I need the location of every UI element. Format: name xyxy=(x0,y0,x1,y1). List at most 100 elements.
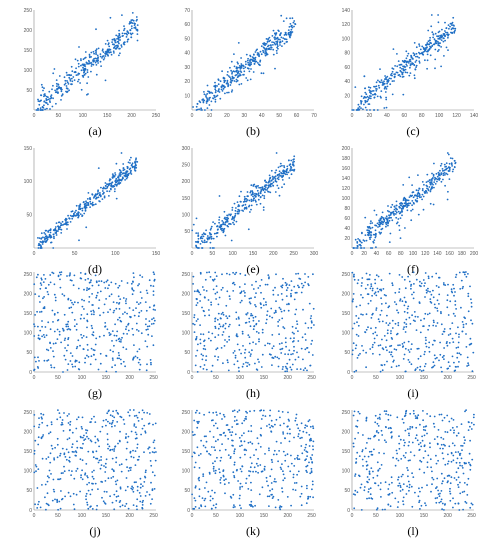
data-point xyxy=(143,451,145,454)
data-point xyxy=(312,448,314,451)
data-point xyxy=(81,469,83,472)
data-point xyxy=(218,91,221,93)
data-point xyxy=(199,453,202,455)
data-point xyxy=(102,192,105,195)
data-point xyxy=(437,50,439,53)
data-point xyxy=(33,452,36,455)
data-point xyxy=(243,200,246,203)
data-point xyxy=(421,189,424,192)
data-point xyxy=(52,72,55,75)
data-point xyxy=(250,353,252,355)
data-point xyxy=(262,304,265,307)
data-point xyxy=(120,416,123,419)
data-point xyxy=(421,486,423,489)
data-point xyxy=(452,459,455,462)
data-point xyxy=(115,370,117,373)
data-point xyxy=(248,470,250,472)
data-point xyxy=(127,161,130,164)
data-point xyxy=(392,360,395,363)
y-tick-label: 50 xyxy=(184,488,190,494)
data-point xyxy=(94,61,97,64)
data-point xyxy=(41,243,44,245)
data-point xyxy=(252,341,254,344)
data-point xyxy=(294,313,297,316)
data-point xyxy=(361,345,363,347)
data-point xyxy=(411,472,413,475)
data-point xyxy=(258,194,260,197)
x-tick-label: 0 xyxy=(33,513,36,519)
data-point xyxy=(425,184,428,187)
data-point xyxy=(65,325,68,328)
data-point xyxy=(218,468,220,470)
data-point xyxy=(365,272,368,275)
data-point xyxy=(452,419,455,421)
data-point xyxy=(201,497,204,499)
data-point xyxy=(203,239,206,242)
data-point xyxy=(101,57,103,59)
data-point xyxy=(274,191,277,193)
data-point xyxy=(413,283,415,285)
x-tick-label: 50 xyxy=(55,513,61,519)
data-point xyxy=(249,55,252,58)
data-point xyxy=(151,335,153,337)
data-point xyxy=(126,441,129,444)
data-point xyxy=(427,277,430,280)
data-point xyxy=(441,508,443,511)
data-point xyxy=(95,508,98,511)
data-point xyxy=(297,330,299,332)
y-tick-label: 150 xyxy=(24,311,33,317)
data-point xyxy=(243,432,245,434)
data-point xyxy=(68,274,71,277)
data-point xyxy=(267,484,269,487)
data-point xyxy=(381,211,384,214)
data-point xyxy=(375,235,377,237)
data-point xyxy=(233,420,236,422)
data-point xyxy=(389,74,392,76)
x-tick-label: 0 xyxy=(191,251,194,257)
data-point xyxy=(81,74,84,77)
data-point xyxy=(399,202,401,205)
y-tick-label: 300 xyxy=(182,146,191,152)
data-point xyxy=(270,425,273,427)
data-point xyxy=(417,192,420,194)
data-point xyxy=(43,95,45,98)
data-point xyxy=(60,271,63,273)
data-point xyxy=(437,21,440,24)
data-point xyxy=(296,351,298,354)
data-point xyxy=(249,191,252,194)
data-point xyxy=(134,169,136,172)
data-point xyxy=(301,452,304,455)
data-point xyxy=(411,57,414,60)
data-point xyxy=(152,423,154,426)
data-point xyxy=(428,350,431,353)
data-point xyxy=(69,78,72,80)
data-point xyxy=(274,43,277,46)
data-point xyxy=(101,198,104,200)
data-point xyxy=(111,330,114,332)
data-point xyxy=(241,465,244,468)
data-point xyxy=(364,331,367,334)
y-tick-label: 0 xyxy=(187,370,190,376)
data-point xyxy=(242,210,245,212)
data-point xyxy=(269,191,272,194)
data-point xyxy=(71,443,74,446)
data-point xyxy=(136,498,139,501)
data-point xyxy=(427,454,430,457)
x-tick-label: 40 xyxy=(384,113,390,119)
data-point xyxy=(264,54,267,57)
data-point xyxy=(399,69,402,72)
data-point xyxy=(272,345,275,347)
data-point xyxy=(51,271,54,274)
data-point xyxy=(205,368,208,371)
data-point xyxy=(262,49,264,52)
data-point xyxy=(93,469,95,472)
data-point xyxy=(33,369,35,372)
data-point xyxy=(281,186,283,189)
data-point xyxy=(79,435,82,438)
data-point xyxy=(209,228,212,231)
data-point xyxy=(193,316,196,319)
data-point xyxy=(133,423,136,426)
data-point xyxy=(407,359,410,361)
data-point xyxy=(287,302,290,305)
data-point xyxy=(135,157,137,160)
